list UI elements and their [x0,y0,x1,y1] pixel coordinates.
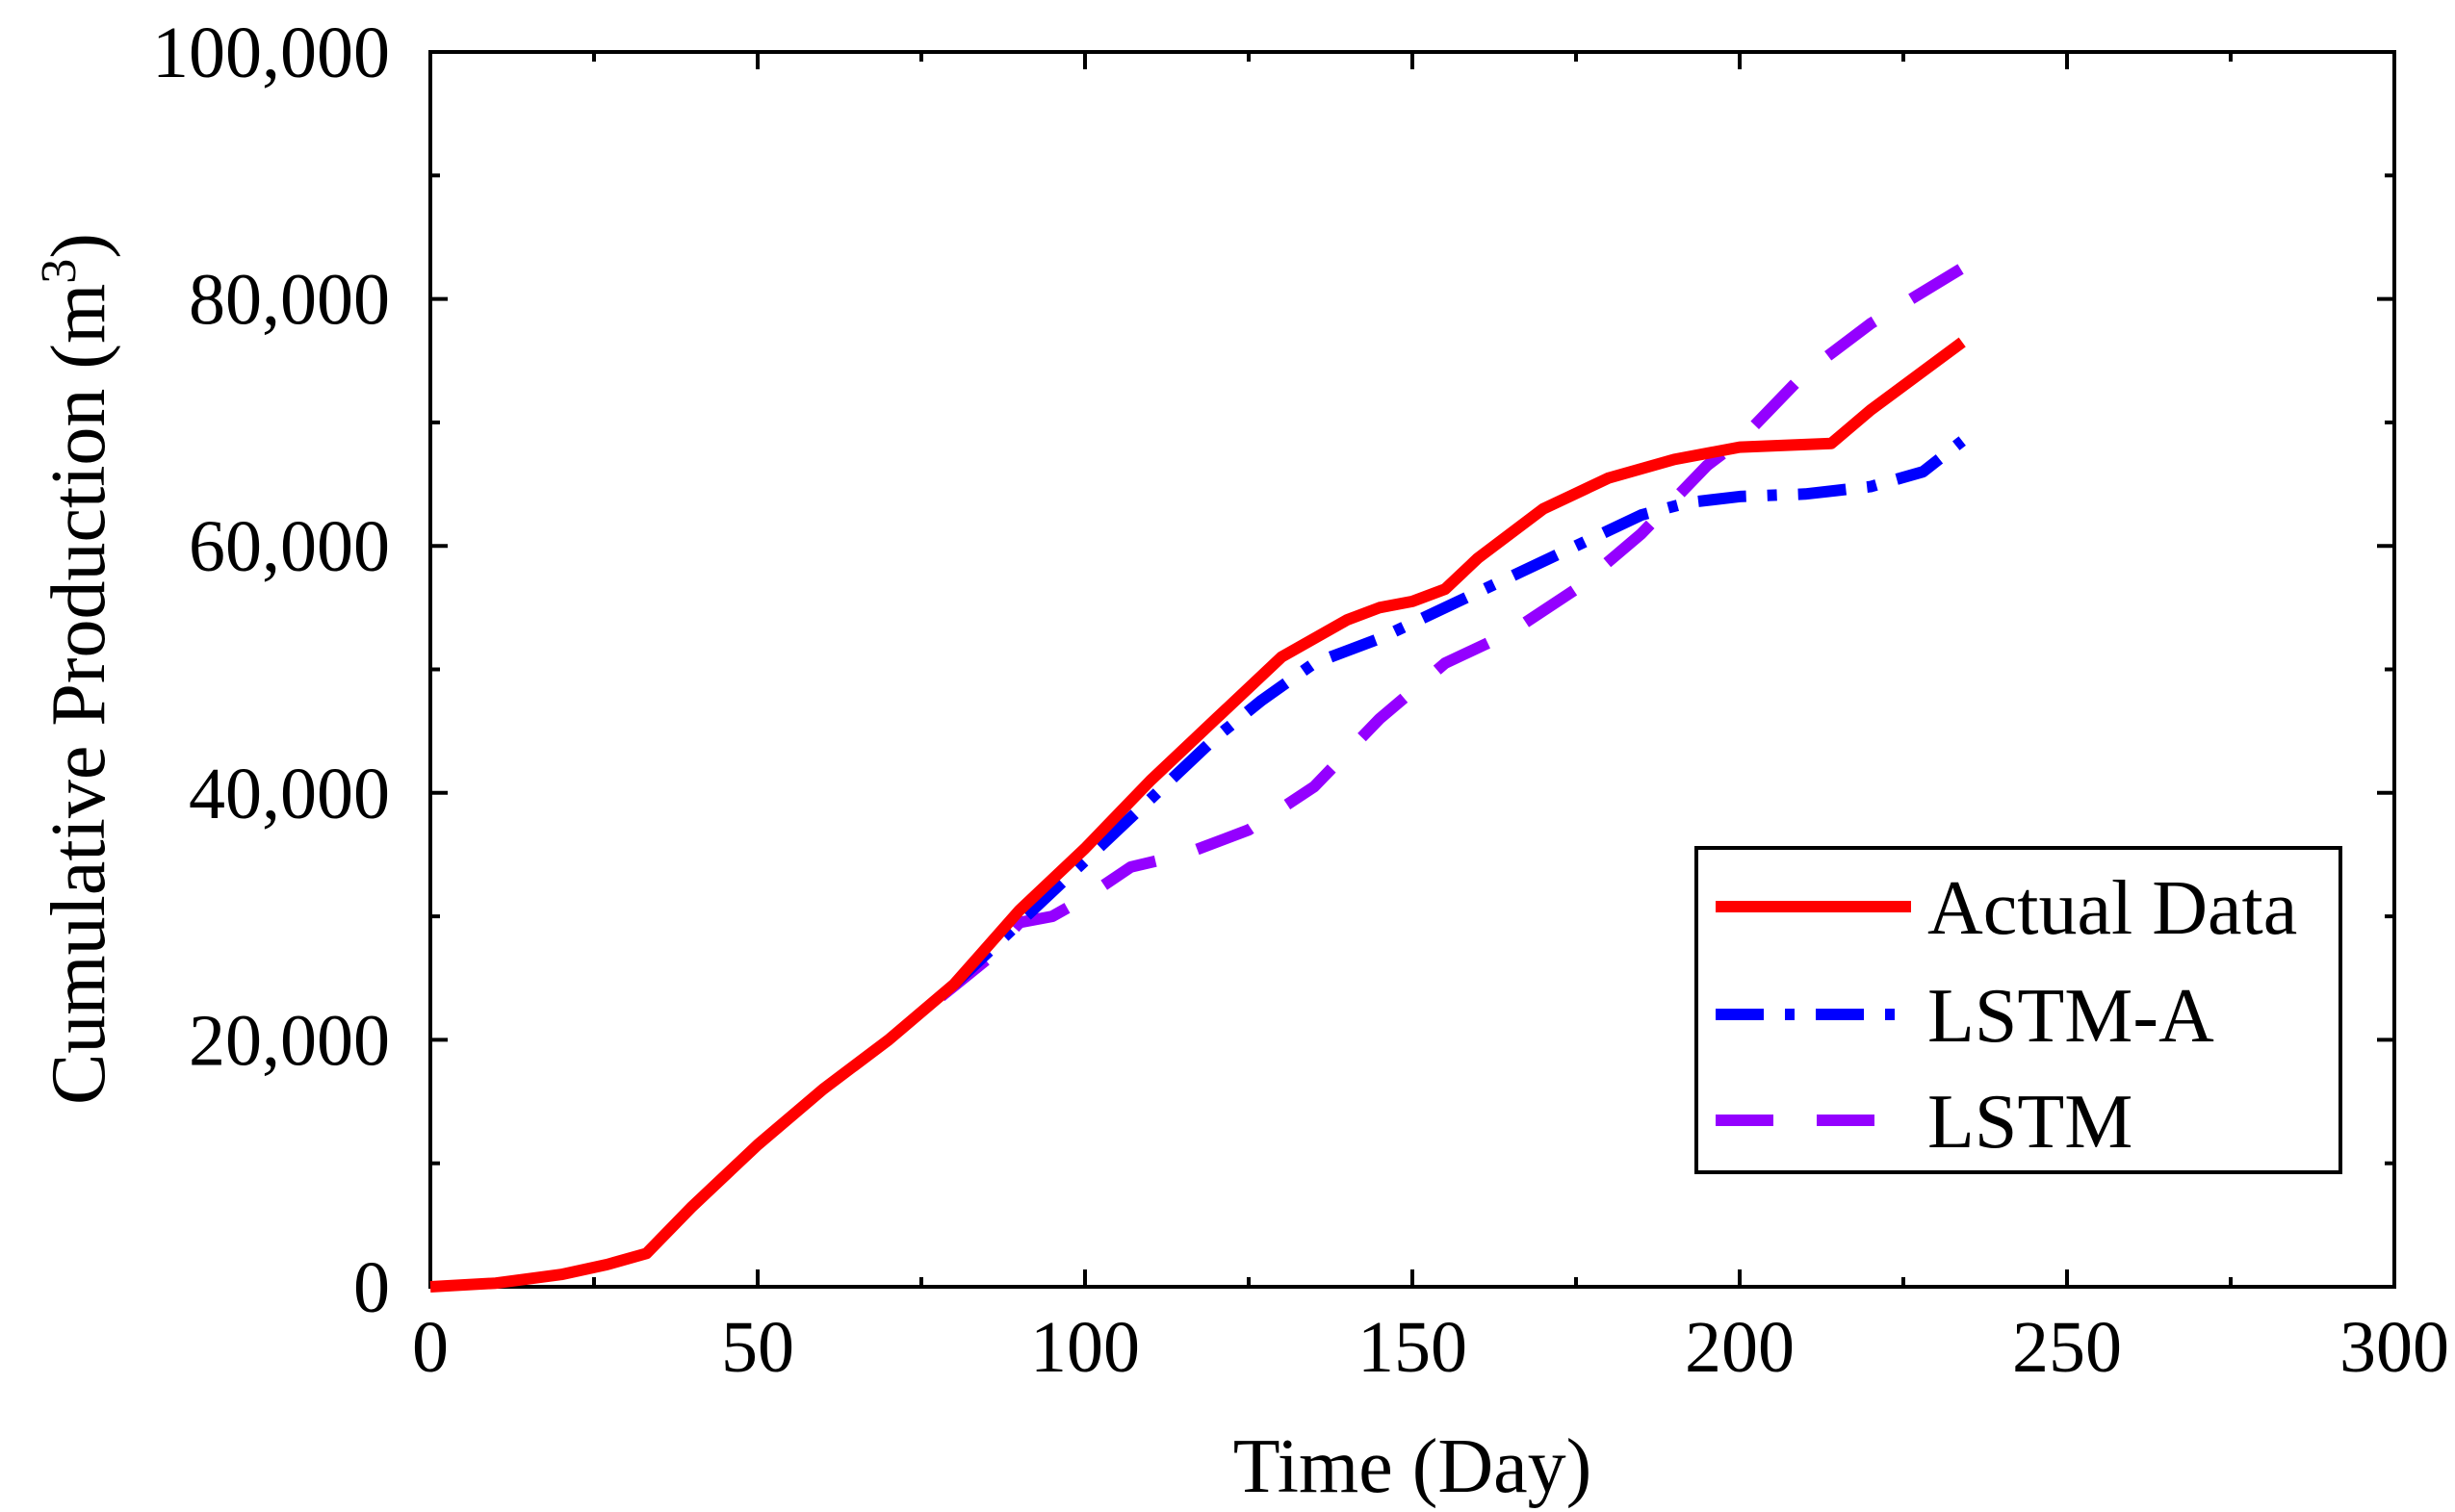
x-axis-title: Time (Day) [1233,1424,1592,1509]
y-tick-label: 100,000 [152,13,390,93]
y-tick-label: 20,000 [189,1000,390,1081]
x-tick-label: 50 [721,1307,794,1388]
x-tick-label: 200 [1685,1307,1795,1388]
y-tick-label: 0 [353,1247,390,1328]
y-tick-label: 60,000 [189,506,390,587]
series-line-lstm-a [949,436,1966,989]
ticks: 0 50 100 150 200 250 300 0 20,000 40,000 60,000 80,… [152,13,2449,1388]
series-line-lstm [937,263,1966,1002]
legend-label-lstm: LSTM [1927,1080,2132,1165]
series-line-actual-data [429,337,1966,1293]
x-tick-label: 100 [1030,1307,1140,1388]
y-tick-label: 40,000 [189,754,390,834]
x-tick-label: 150 [1357,1307,1467,1388]
legend-label-lstm-a: LSTM-A [1927,974,2214,1059]
x-tick-label: 250 [2012,1307,2122,1388]
y-axis-title-main: Cumulative Production (m [37,284,121,1105]
y-axis-title-close: ) [37,233,121,259]
x-tick-label: 0 [412,1307,449,1388]
series-group [429,263,1966,1293]
y-axis-title: Cumulative Production (m3) [32,233,121,1105]
x-tick-label: 300 [2339,1307,2449,1388]
legend: Actual Data LSTM-A LSTM [1694,846,2342,1174]
y-tick-label: 80,000 [189,260,390,341]
legend-label-actual: Actual Data [1927,866,2297,951]
y-axis-title-superscript: 3 [32,259,87,284]
